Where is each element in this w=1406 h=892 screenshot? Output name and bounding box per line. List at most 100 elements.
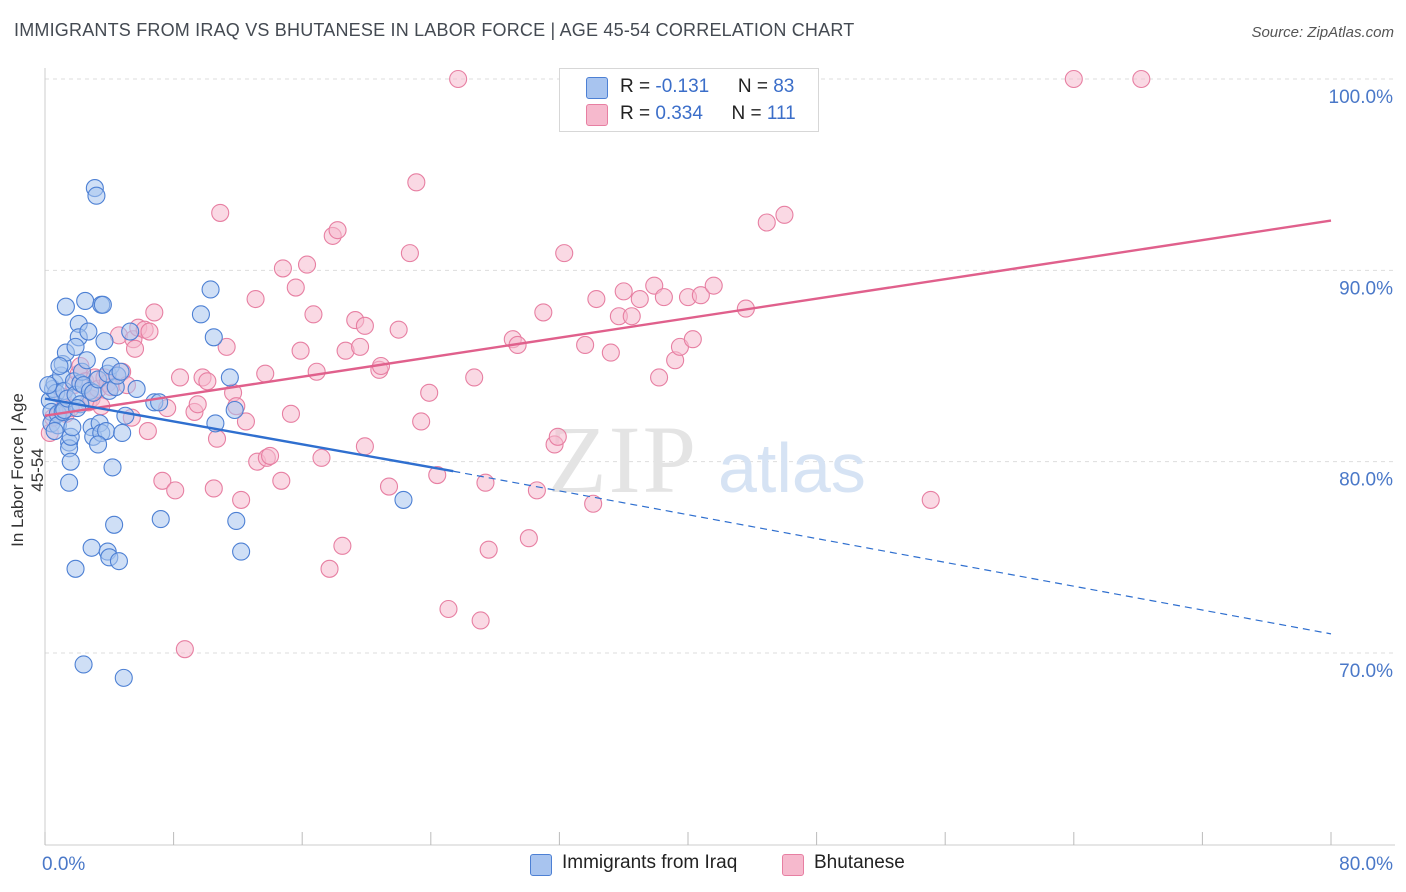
bhutanese-point: [286, 278, 305, 297]
bhutanese-point: [465, 368, 484, 387]
grid-lines: [45, 78, 1395, 654]
legend-label-iraq: Immigrants from Iraq: [562, 852, 738, 873]
iraq-point: [50, 356, 69, 376]
n-value: 111: [766, 103, 796, 124]
iraq-point: [66, 337, 85, 356]
legend-label-bhutanese: Bhutanese: [814, 852, 905, 873]
bhutanese-point: [683, 330, 702, 349]
bhutanese-swatch: [782, 854, 804, 876]
iraq-point: [60, 473, 79, 492]
bhutanese-point: [704, 276, 723, 295]
bhutanese-point: [272, 471, 291, 490]
iraq-point: [227, 511, 246, 531]
y-tick-label: 80.0%: [1339, 470, 1393, 491]
bhutanese-point: [320, 559, 339, 578]
iraq-point: [88, 435, 108, 454]
bhutanese-point: [145, 303, 164, 322]
bhutanese-point: [153, 471, 172, 490]
watermark-atlas: atlas: [718, 429, 866, 507]
iraq-point: [225, 400, 244, 420]
bhutanese-point: [217, 337, 236, 356]
bhutanese-point: [351, 337, 370, 356]
bhutanese-point: [355, 316, 374, 335]
n-label: N =: [731, 103, 767, 124]
bhutanese-point: [236, 412, 255, 431]
source-label: Source: ZipAtlas.com: [1251, 24, 1394, 41]
bhutanese-point: [312, 448, 331, 467]
iraq-point: [61, 452, 80, 471]
bhutanese-point: [389, 320, 408, 339]
bhutanese-point: [198, 372, 217, 391]
bhutanese-point: [534, 303, 553, 322]
y-tick-label: 90.0%: [1339, 278, 1393, 299]
bhutanese-point: [307, 362, 326, 381]
bhutanese-point: [584, 494, 603, 513]
bhutanese-point: [775, 205, 794, 224]
iraq-point: [76, 291, 95, 310]
bhutanese-point: [420, 383, 439, 402]
iraq-point: [114, 668, 133, 687]
y-tick-label: 100.0%: [1329, 87, 1394, 108]
x-tick-label: 80.0%: [1339, 854, 1393, 875]
bhutanese-point: [921, 490, 940, 509]
iraq-point: [103, 458, 122, 477]
bhutanese-point: [297, 255, 317, 274]
axes: [44, 68, 1395, 846]
iraq-point: [45, 422, 64, 441]
bhutanese-point: [260, 446, 280, 465]
bhutanese-trend-line: [44, 219, 1332, 417]
bhutanese-point: [188, 395, 207, 414]
iraq-points: [39, 179, 413, 687]
bhutanese-point: [527, 481, 546, 500]
chart-title: IMMIGRANTS FROM IRAQ VS BHUTANESE IN LAB…: [14, 20, 855, 40]
iraq-point: [111, 362, 130, 381]
bhutanese-point: [587, 289, 606, 309]
bhutanese-points: [40, 69, 1151, 659]
y-tick-label: 70.0%: [1339, 661, 1393, 682]
r-label: R =: [620, 103, 656, 124]
bhutanese-point: [166, 481, 185, 500]
bhutanese-point: [519, 529, 538, 548]
n-label: N =: [737, 76, 774, 97]
bhutanese-point: [428, 466, 447, 485]
bhutanese-point: [400, 244, 419, 263]
bhutanese-point: [211, 203, 230, 222]
iraq-point: [109, 552, 128, 571]
bhutanese-point: [622, 307, 641, 326]
bhutanese-point: [555, 244, 574, 263]
bhutanese-point: [576, 335, 595, 355]
trend-lines: [44, 219, 1332, 635]
bhutanese-point: [281, 404, 300, 423]
iraq-point: [74, 655, 93, 674]
bhutanese-point: [691, 286, 710, 305]
iraq-point: [201, 280, 220, 299]
iraq-point: [79, 322, 98, 341]
bhutanese-point: [304, 305, 323, 324]
bhutanese-point: [333, 536, 352, 555]
iraq-point: [151, 510, 170, 529]
iraq-point: [56, 297, 75, 316]
bhutanese-swatch: [586, 104, 608, 126]
x-tick-label: 0.0%: [42, 854, 85, 875]
bhutanese-point: [138, 422, 157, 441]
iraq-swatch: [530, 854, 552, 876]
bhutanese-point: [650, 368, 669, 387]
bhutanese-point: [207, 429, 227, 448]
iraq-point: [82, 538, 101, 557]
bhutanese-point: [614, 282, 633, 301]
bhutanese-point: [355, 437, 374, 456]
iraq-point: [191, 305, 210, 324]
r-label: R =: [620, 76, 656, 97]
iraq-point: [394, 490, 413, 509]
bhutanese-point: [175, 640, 194, 659]
bhutanese-point: [449, 69, 468, 89]
bhutanese-point: [479, 540, 498, 559]
bhutanese-point: [439, 599, 458, 619]
iraq-point: [105, 515, 124, 534]
bhutanese-point: [232, 490, 251, 509]
bhutanese-point: [1064, 69, 1083, 89]
bhutanese-point: [140, 322, 159, 341]
iraq-point: [220, 368, 239, 387]
iraq-point: [93, 295, 112, 314]
iraq-point: [232, 542, 251, 561]
